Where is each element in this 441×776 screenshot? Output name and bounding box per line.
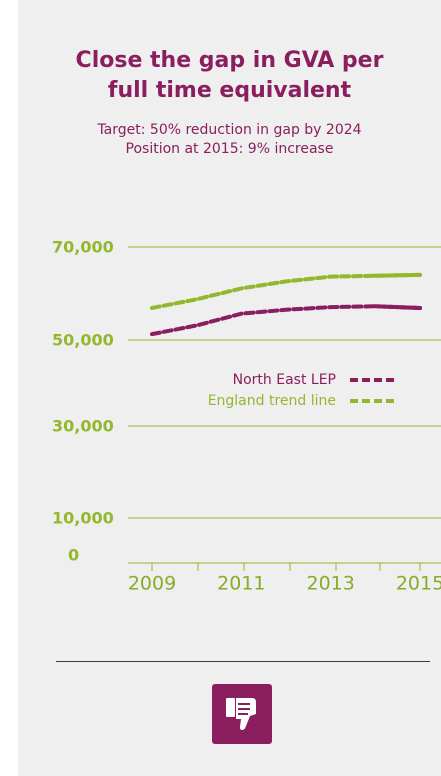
thumbs-down-icon <box>226 698 256 730</box>
series-line <box>150 272 422 310</box>
chart-title: Close the gap in GVA per full time equiv… <box>18 46 441 106</box>
thumbs-down-badge <box>212 684 272 744</box>
position-text: Position at 2015: 9% increase <box>125 141 334 157</box>
x-tick-label: 2009 <box>128 573 176 595</box>
x-tick-label: 2011 <box>217 573 265 595</box>
title-line-1: Close the gap in GVA per <box>75 48 384 73</box>
y-tick-label: 10,000 <box>52 509 114 528</box>
divider <box>56 661 430 662</box>
series-line <box>150 304 422 337</box>
x-tick-label: 2013 <box>306 573 354 595</box>
legend-label: England trend line <box>208 393 336 409</box>
gva-line-chart: 70,000 50,000 30,000 10,000 0 2009 2011 2013 201… <box>52 238 441 595</box>
y-tick-label: 50,000 <box>52 331 114 350</box>
target-text: Target: 50% reduction in gap by 2024 <box>97 122 362 138</box>
title-line-2: full time equivalent <box>107 78 352 103</box>
chart-subtitle: Target: 50% reduction in gap by 2024 Pos… <box>18 121 441 159</box>
infographic-panel <box>18 0 441 776</box>
legend-label: North East LEP <box>233 372 336 388</box>
y-tick-label: 0 <box>68 546 79 565</box>
y-tick-label: 30,000 <box>52 417 114 436</box>
series-end-segment <box>373 272 422 278</box>
x-tick-label: 2015 <box>396 573 441 595</box>
y-tick-label: 70,000 <box>52 238 114 257</box>
series-end-segment <box>373 304 422 310</box>
